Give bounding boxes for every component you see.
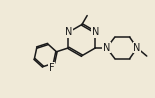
Text: F: F	[49, 63, 55, 73]
Text: N: N	[133, 43, 141, 53]
Text: N: N	[103, 43, 110, 53]
Text: N: N	[92, 27, 99, 37]
Text: N: N	[65, 27, 72, 37]
